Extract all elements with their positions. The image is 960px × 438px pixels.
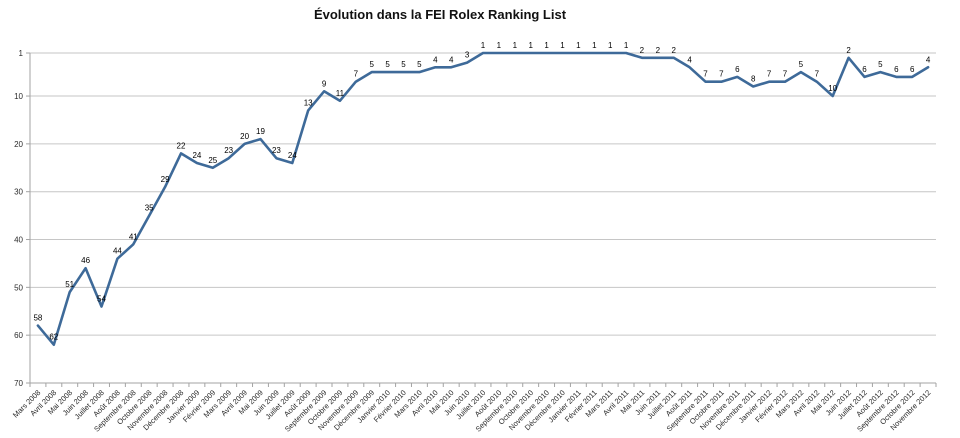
data-label: 6: [910, 65, 915, 74]
data-label: 62: [49, 333, 58, 342]
data-label: 35: [145, 204, 154, 213]
data-label: 1: [576, 41, 581, 50]
data-label: 7: [703, 70, 708, 79]
data-label: 54: [97, 295, 106, 304]
data-label: 1: [608, 41, 613, 50]
data-label: 1: [497, 41, 502, 50]
data-label: 7: [767, 70, 772, 79]
data-label: 2: [656, 46, 661, 55]
data-label: 46: [81, 256, 90, 265]
data-label: 13: [304, 98, 313, 107]
data-label: 1: [528, 41, 533, 50]
y-axis-label: 20: [14, 140, 23, 149]
data-label: 22: [177, 141, 186, 150]
data-label: 1: [624, 41, 629, 50]
data-label: 4: [687, 55, 692, 64]
data-label: 6: [862, 65, 867, 74]
data-label: 6: [894, 65, 899, 74]
data-label: 4: [449, 55, 454, 64]
data-label: 8: [751, 75, 756, 84]
data-label: 6: [735, 65, 740, 74]
data-label: 5: [369, 60, 374, 69]
chart-title: Évolution dans la FEI Rolex Ranking List: [313, 7, 567, 22]
y-axis-label: 40: [14, 236, 23, 245]
data-label: 5: [385, 60, 390, 69]
y-axis-label: 50: [14, 283, 23, 292]
data-label: 4: [433, 55, 438, 64]
y-axis-label: 30: [14, 188, 23, 197]
data-label: 44: [113, 247, 122, 256]
data-label: 2: [640, 46, 645, 55]
data-label: 2: [671, 46, 676, 55]
data-label: 23: [272, 146, 281, 155]
data-label: 7: [719, 70, 724, 79]
data-label: 25: [208, 156, 217, 165]
data-label: 9: [322, 79, 327, 88]
data-label: 41: [129, 232, 138, 241]
y-axis-label: 1: [19, 49, 24, 58]
data-label: 4: [926, 55, 931, 64]
data-label: 58: [33, 314, 42, 323]
data-label: 10: [828, 84, 837, 93]
series-line: [36, 51, 930, 347]
data-label: 5: [417, 60, 422, 69]
data-label: 1: [544, 41, 549, 50]
data-label: 5: [401, 60, 406, 69]
data-label: 5: [878, 60, 883, 69]
data-label: 24: [192, 151, 201, 160]
data-label: 5: [799, 60, 804, 69]
data-label: 24: [288, 151, 297, 160]
data-label: 1: [481, 41, 486, 50]
data-label: 11: [336, 89, 345, 98]
data-label: 3: [465, 51, 470, 60]
data-label: 1: [513, 41, 518, 50]
y-axis-label: 60: [14, 331, 23, 340]
data-label: 2: [846, 46, 851, 55]
data-label: 7: [354, 70, 359, 79]
data-label: 7: [815, 70, 820, 79]
data-label: 19: [256, 127, 265, 136]
data-label: 20: [240, 132, 249, 141]
data-label: 23: [224, 146, 233, 155]
data-label: 29: [161, 175, 170, 184]
data-label: 51: [65, 280, 74, 289]
data-label: 7: [783, 70, 788, 79]
y-axis-label: 10: [14, 92, 23, 101]
data-label: 1: [560, 41, 565, 50]
y-axis-label: 70: [14, 379, 23, 388]
data-label: 1: [592, 41, 597, 50]
